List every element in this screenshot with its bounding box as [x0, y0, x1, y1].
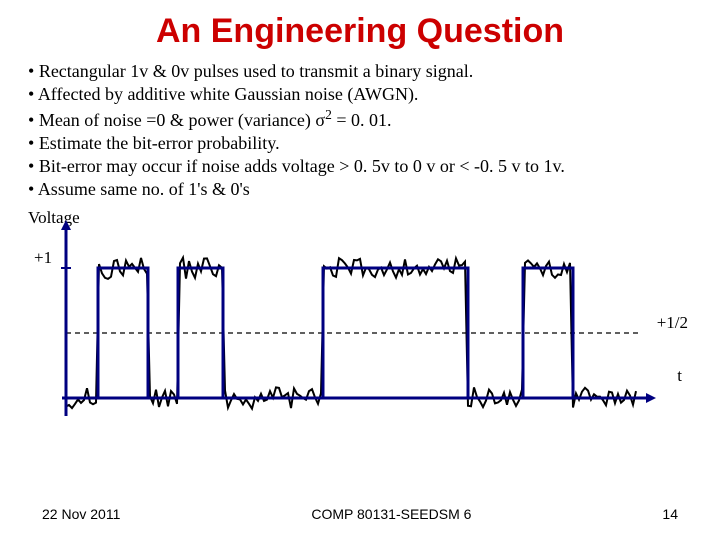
bullet-item: Mean of noise =0 & power (variance) σ2 =…	[28, 107, 692, 131]
bullet-item: Estimate the bit-error probability.	[28, 133, 692, 154]
signal-chart: Voltage +1 +1/2 t	[28, 208, 692, 438]
footer: 22 Nov 2011 COMP 80131-SEEDSM 6 14	[0, 506, 720, 522]
footer-date: 22 Nov 2011	[42, 506, 120, 522]
bullet-item: Bit-error may occur if noise adds voltag…	[28, 156, 692, 177]
chart-svg	[28, 218, 668, 428]
bullet-item: Rectangular 1v & 0v pulses used to trans…	[28, 61, 692, 82]
footer-center: COMP 80131-SEEDSM 6	[311, 506, 471, 522]
bullet-list: Rectangular 1v & 0v pulses used to trans…	[28, 61, 692, 200]
bullet-item: Assume same no. of 1's & 0's	[28, 179, 692, 200]
t-label: t	[677, 366, 682, 386]
footer-page: 14	[662, 506, 678, 522]
bullet-item: Affected by additive white Gaussian nois…	[28, 84, 692, 105]
slide-title: An Engineering Question	[28, 12, 692, 51]
